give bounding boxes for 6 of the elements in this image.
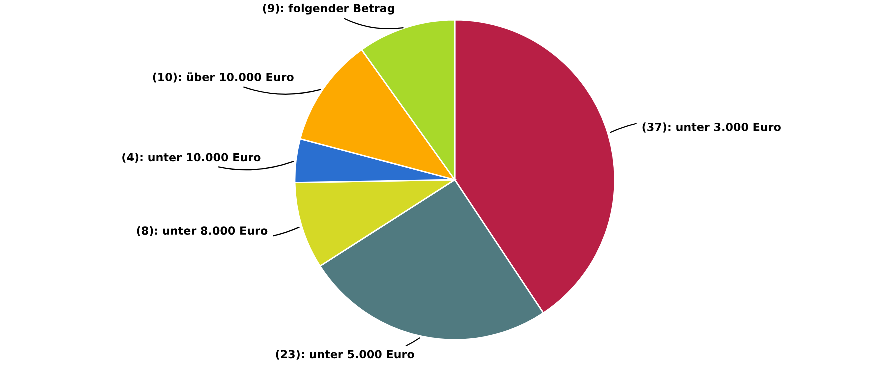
- slice-label: (9): folgender Betrag: [263, 4, 394, 15]
- slice-label: (10): über 10.000 Euro: [153, 72, 294, 83]
- slice-label: (23): unter 5.000 Euro: [276, 350, 414, 360]
- slice-label: (37): unter 3.000 Euro: [642, 122, 781, 133]
- slice-label: (4): unter 10.000 Euro: [122, 153, 261, 163]
- slice-label: (8): unter 8.000 Euro: [137, 226, 268, 236]
